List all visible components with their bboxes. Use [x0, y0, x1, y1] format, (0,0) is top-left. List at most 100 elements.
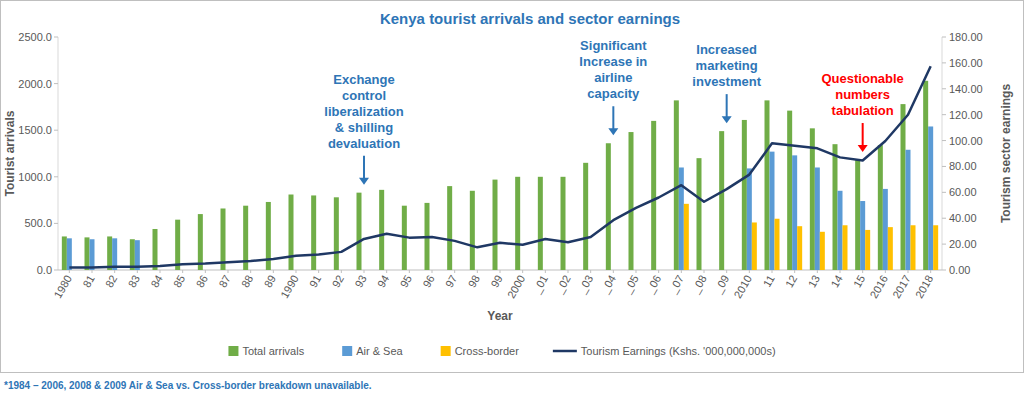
annotation-text: Significant: [580, 38, 647, 53]
legend: Total arrivalsAir & SeaCross-borderTouri…: [228, 345, 775, 357]
x-tick: [250, 270, 251, 273]
bar: [787, 111, 792, 270]
bar: [765, 100, 770, 270]
annotation-text: marketing: [696, 58, 758, 73]
x-tick: [182, 270, 183, 273]
x-tick: [341, 270, 342, 273]
bar: [855, 160, 860, 270]
legend-item: Tourism Earnings (Kshs. '000,000,000s): [553, 345, 776, 357]
x-tick-label: 13: [806, 273, 823, 290]
x-tick-label: 96: [420, 273, 437, 290]
y2-tick: [942, 244, 946, 245]
bar: [493, 180, 498, 270]
x-tick: [862, 270, 863, 273]
y2-tick-label: 40.00: [949, 212, 977, 224]
bar: [357, 193, 362, 270]
bar: [797, 226, 802, 270]
x-tick: [500, 270, 501, 273]
x-tick-label: _05: [621, 273, 641, 296]
y2-tick: [942, 218, 946, 219]
x-tick-label: 97: [443, 273, 460, 290]
x-tick-label: 93: [352, 273, 369, 290]
bar: [538, 177, 543, 270]
title: Kenya tourist arrivals and sector earnin…: [380, 10, 680, 27]
bar: [697, 158, 702, 270]
bar: [752, 222, 757, 270]
bar: [629, 132, 634, 270]
x-tick-label: _09: [711, 273, 731, 296]
footnote: *1984 – 2006, 2008 & 2009 Air & Sea vs. …: [4, 380, 372, 391]
x-tick: [817, 270, 818, 273]
y-tick-label: 2500.0: [18, 31, 52, 43]
x-tick: [205, 270, 206, 273]
bar: [933, 225, 938, 270]
y2-tick-label: 80.00: [949, 160, 977, 172]
y-tick: [54, 270, 58, 271]
x-tick: [409, 270, 410, 273]
x-tick-label: _02: [553, 273, 573, 296]
y2-axis-title: Tourism sector earnings: [999, 84, 1013, 223]
annotation-arrowhead: [858, 145, 868, 152]
annotation-text: Exchange: [333, 72, 394, 87]
x-tick: [296, 270, 297, 273]
y-tick: [54, 223, 58, 224]
x-tick: [69, 270, 70, 273]
bar: [470, 191, 475, 270]
x-tick: [726, 270, 727, 273]
legend-label: Air & Sea: [356, 345, 403, 357]
y-tick-label: 0.0: [37, 264, 52, 276]
x-tick-label: 91: [307, 273, 324, 290]
bar: [651, 121, 656, 270]
chart-frame: [1, 1, 1024, 373]
bar: [90, 239, 95, 270]
bar: [747, 168, 752, 270]
annotation-text: control: [342, 88, 386, 103]
y2-tick: [942, 88, 946, 89]
bar: [923, 81, 928, 270]
annotation-arrow: [363, 156, 365, 179]
bar: [379, 190, 384, 270]
x-tick: [545, 270, 546, 273]
annotation-text: Questionable: [821, 71, 903, 86]
bar: [684, 204, 689, 270]
x-tick: [636, 270, 637, 273]
x-tick-label: _01: [530, 273, 550, 296]
x-tick-label: _04: [598, 273, 618, 296]
bar: [911, 225, 916, 270]
bar: [820, 232, 825, 270]
x-tick-label: 87: [216, 273, 233, 290]
bar: [85, 237, 90, 270]
legend-label: Cross-border: [455, 345, 520, 357]
x-tick: [364, 270, 365, 273]
y2-tick: [942, 114, 946, 115]
annotation-arrow: [726, 94, 728, 117]
x-tick-label: 1980: [51, 273, 74, 300]
x-tick-label: 89: [262, 273, 279, 290]
y2-tick-label: 140.00: [949, 83, 983, 95]
bar: [865, 230, 870, 270]
y2-tick-label: 160.00: [949, 57, 983, 69]
x-tick-label: 92: [330, 273, 347, 290]
bar: [606, 143, 611, 270]
y2-tick-label: 60.00: [949, 186, 977, 198]
x-tick-label: 12: [783, 273, 800, 290]
x-tick-label: _06: [643, 273, 663, 296]
annotation-arrowhead: [608, 128, 618, 135]
x-tick: [160, 270, 161, 273]
x-tick: [228, 270, 229, 273]
bar: [221, 208, 226, 270]
x-tick: [522, 270, 523, 273]
x-tick-label: 84: [148, 273, 165, 290]
bar: [447, 186, 452, 270]
bar: [838, 191, 843, 270]
bar: [67, 238, 72, 270]
y2-tick-label: 20.00: [949, 238, 977, 250]
x-tick-label: _03: [575, 273, 595, 296]
x-tick-label: 99: [488, 273, 505, 290]
annotation-text: liberalization: [324, 104, 404, 119]
y-tick-label: 2000.0: [18, 78, 52, 90]
x-tick: [114, 270, 115, 273]
y-tick-label: 500.0: [24, 217, 52, 229]
x-tick: [908, 270, 909, 273]
bar: [883, 189, 888, 270]
